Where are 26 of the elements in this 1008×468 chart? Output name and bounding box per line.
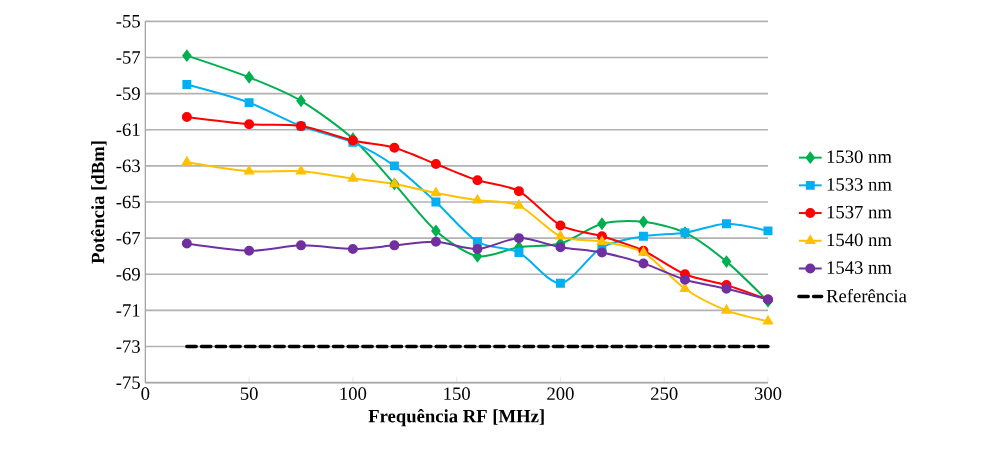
legend-label: 1540 nm <box>827 233 892 247</box>
y-tick-label: -69 <box>116 267 140 281</box>
y-tick-label: -57 <box>116 51 141 64</box>
x-tick-label: 150 <box>444 387 470 400</box>
y-tick-label: -67 <box>116 231 141 245</box>
x-tick-label: 0 <box>141 387 150 400</box>
x-tick-label: 300 <box>754 387 782 400</box>
x-tick-label: 250 <box>651 387 678 400</box>
legend-label: 1533 nm <box>827 178 892 191</box>
x-tick-label: 200 <box>547 387 574 400</box>
y-tick-label: -73 <box>116 340 140 353</box>
legend-label: 1530 nm <box>827 150 892 164</box>
y-tick-label: -65 <box>116 195 140 209</box>
y-tick-label: -71 <box>116 304 140 317</box>
x-axis-title: Frequência RF [MHz] <box>368 409 544 427</box>
legend-label: Referência <box>826 288 907 303</box>
x-tick-label: 50 <box>240 387 258 400</box>
x-tick-label: 100 <box>340 387 367 400</box>
y-axis-title: Potência [dBm] <box>90 141 107 264</box>
legend-label: 1543 nm <box>827 261 892 274</box>
y-tick-label: -63 <box>116 159 140 173</box>
y-tick-label: -75 <box>116 376 140 389</box>
y-tick-label: -59 <box>116 87 140 100</box>
y-tick-label: -55 <box>116 15 140 28</box>
legend-label: 1537 nm <box>827 205 892 219</box>
y-tick-label: -61 <box>116 123 140 136</box>
